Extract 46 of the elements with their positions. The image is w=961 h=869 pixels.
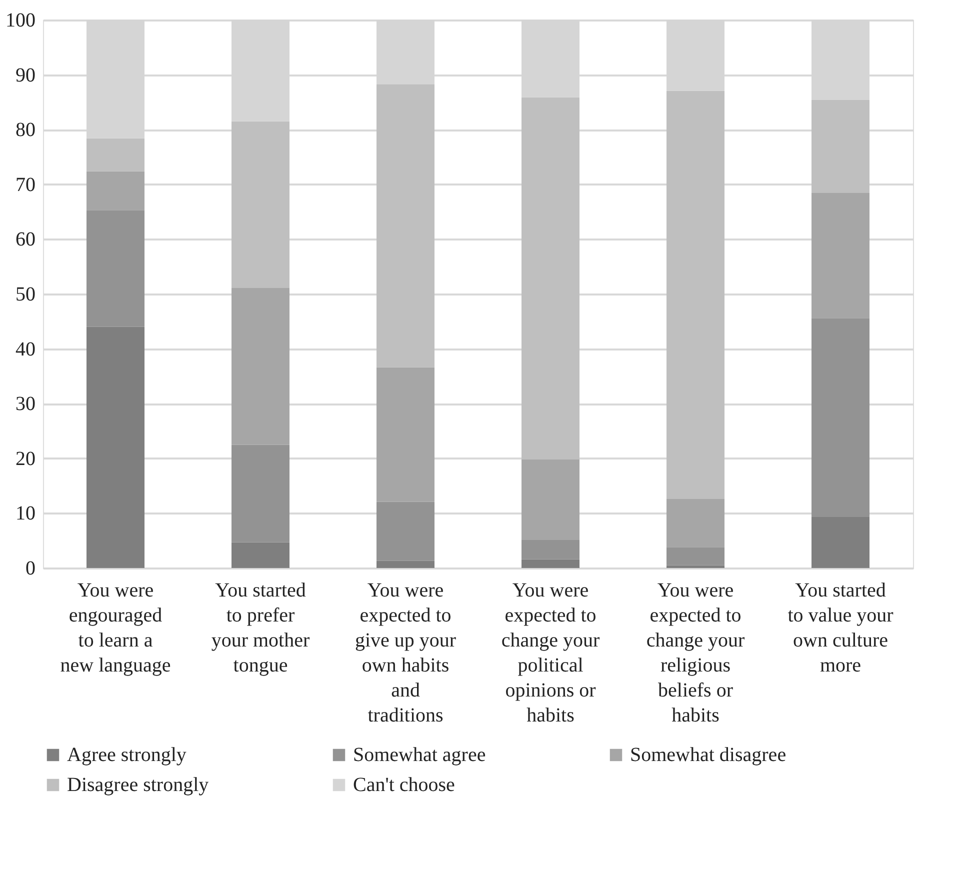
y-tick-label: 80 [16,119,36,142]
legend-label: Somewhat agree [353,744,486,766]
bar [522,459,580,540]
y-tick-label: 60 [16,228,36,251]
x-tick-label: You started to prefer your mother tongue [211,580,310,676]
y-tick-label: 10 [16,502,36,525]
bar [376,84,434,368]
legend-label: Disagree strongly [67,774,209,796]
legend-label: Somewhat disagree [630,744,786,766]
legend-label: Can't choose [353,774,456,796]
bar [232,288,290,445]
bar [232,444,290,542]
y-tick-label: 20 [16,448,36,470]
y-tick-label: 40 [16,338,36,360]
bar [522,540,580,560]
x-tick-label: You started to value your own culture more [788,580,894,676]
bar [666,547,724,566]
bar [232,542,290,568]
bar [376,367,434,502]
bar [522,559,580,568]
y-tick-label: 70 [16,174,36,196]
y-tick-label: 90 [16,64,36,86]
x-tick-label: You were expected to change your religious beliefs or habits [646,580,745,726]
bar [376,502,434,561]
x-tick-label: You were engouraged to learn a new language [60,580,171,676]
bar [666,565,724,568]
bar [86,326,144,568]
bar [86,210,144,327]
bar [812,318,870,518]
bar [666,90,724,499]
bar [812,100,870,193]
y-tick-label: 0 [26,558,36,580]
legend-label: Agree strongly [67,744,186,766]
y-tick-label: 50 [16,284,36,306]
x-tick-label: You were expected to change your political opinions or habits [501,580,600,726]
bar [232,121,290,288]
bar [812,517,870,568]
bar [812,192,870,318]
bar [666,498,724,548]
x-tick-label: You were expected to give up your own habits and traditions [354,580,456,726]
y-tick-label: 100 [6,10,36,32]
y-tick-label: 30 [16,393,36,416]
bar [86,138,144,172]
bar [86,171,144,210]
bar [522,97,580,460]
bar [376,560,434,568]
